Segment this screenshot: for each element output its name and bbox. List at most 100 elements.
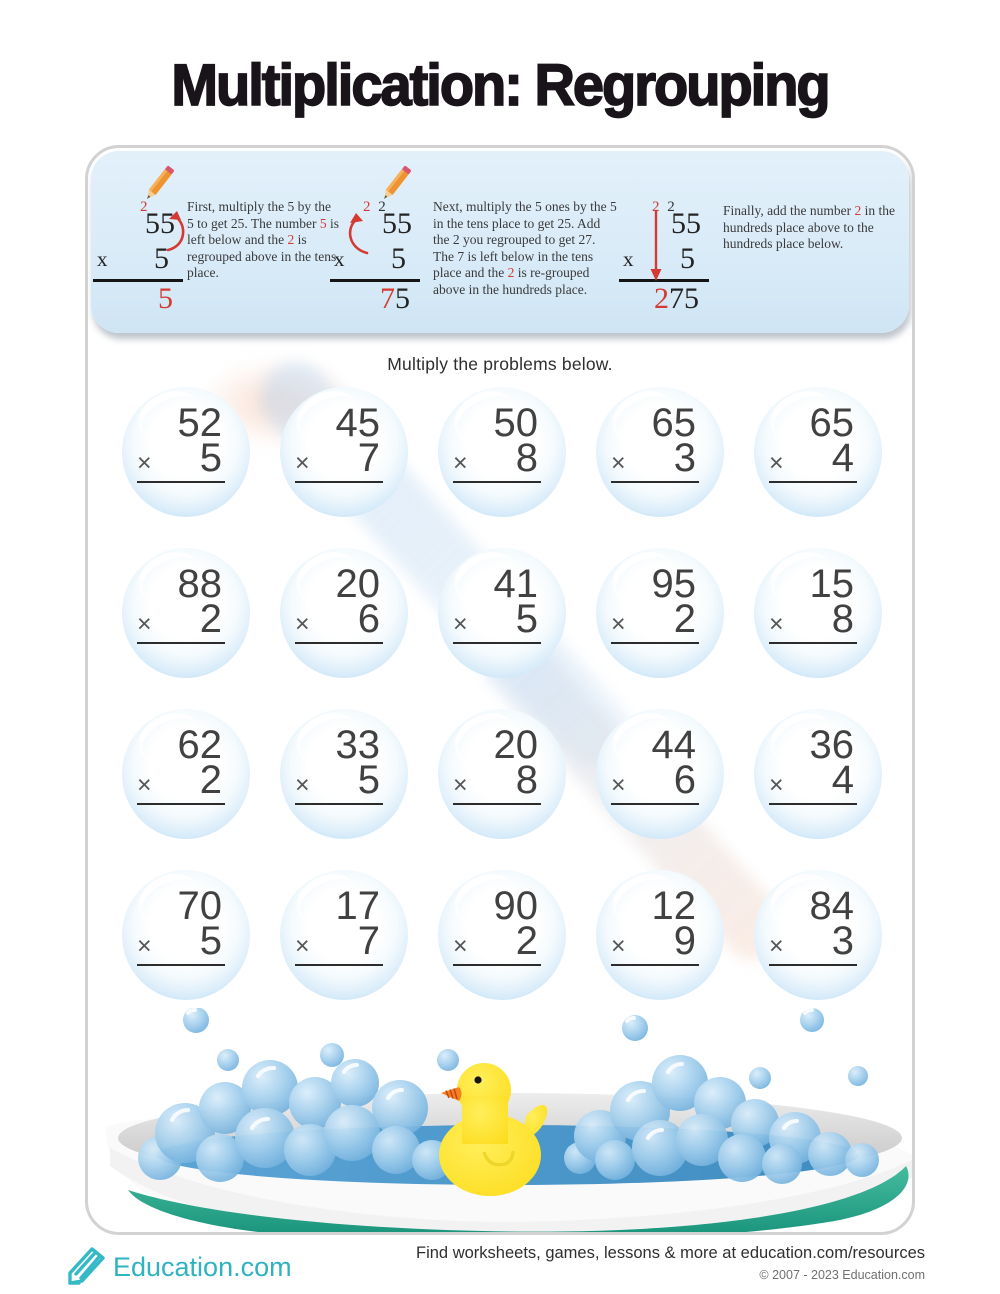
footer-tagline: Find worksheets, games, lessons & more a…: [416, 1244, 925, 1262]
equals-line: [619, 279, 709, 282]
multiplication-problem: 62 × 2: [137, 725, 225, 805]
multiply-sign: ×: [769, 449, 784, 477]
carry-digits: 2 2: [652, 199, 677, 215]
answer-line: [453, 642, 541, 644]
multiplier: 7: [357, 919, 380, 963]
multiply-sign: ×: [611, 932, 626, 960]
answer-line: [137, 481, 225, 483]
foam-highlights: [170, 1008, 814, 1140]
multiplier: 9: [673, 919, 696, 963]
multiplicand: 55: [145, 207, 175, 240]
footer-copyright: © 2007 - 2023 Education.com: [759, 1268, 925, 1282]
problem-bubble: 12 × 9: [596, 864, 724, 1000]
multiplier: 2: [199, 597, 222, 641]
partial-product: 75: [380, 282, 410, 315]
tub-front: [110, 1148, 912, 1232]
multiply-sign: ×: [453, 932, 468, 960]
multiplier: 4: [831, 436, 854, 480]
problem-bubble: 70 × 5: [122, 864, 250, 1000]
multiplicand: 55: [382, 207, 412, 240]
multiplication-problem: 33 × 5: [295, 725, 383, 805]
multiplication-problem: 36 × 4: [769, 725, 857, 805]
multiplication-problem: 45 × 7: [295, 403, 383, 483]
answer-line: [295, 964, 383, 966]
multiplier: 8: [515, 436, 538, 480]
problem-bubble: 20 × 6: [280, 542, 408, 678]
answer-line: [769, 481, 857, 483]
example-1-text: First, multiply the 5 by the 5 to get 25…: [187, 199, 339, 281]
multiplication-problem: 12 × 9: [611, 884, 699, 966]
multiplicand: 88: [177, 562, 223, 606]
multiplicand: 20: [335, 562, 381, 606]
multiplier: 3: [673, 436, 696, 480]
times-sign: x: [97, 247, 108, 271]
multiplication-problem: 52 × 5: [137, 403, 225, 483]
multiplication-problem: 44 × 6: [611, 725, 699, 805]
problems-grid: 52 × 5 45 × 7 50 × 8: [122, 381, 912, 1000]
multiplier: 5: [199, 436, 222, 480]
multiply-sign: ×: [137, 771, 152, 799]
multiplier: 5: [357, 758, 380, 802]
multiplicand: 70: [177, 884, 223, 928]
multiply-sign: ×: [295, 449, 310, 477]
final-product: 275: [654, 282, 699, 315]
carry-arrow-icon: [348, 213, 369, 255]
carry-arrow-icon: [166, 211, 185, 252]
duck-eye: [474, 1076, 482, 1084]
multiplicand: 55: [671, 207, 701, 240]
multiplication-problem: 65 × 4: [769, 401, 857, 483]
answer-line: [137, 642, 225, 644]
multiply-sign: ×: [453, 771, 468, 799]
multiplier: 2: [673, 597, 696, 641]
answer-line: [453, 481, 541, 483]
multiplication-problem: 70 × 5: [137, 884, 225, 966]
problem-bubble: 62 × 2: [122, 703, 250, 839]
multiplicand: 84: [809, 884, 855, 928]
multiplier: 8: [831, 597, 854, 641]
answer-line: [611, 481, 699, 483]
multiplier: 7: [357, 436, 380, 480]
answer-line: [137, 803, 225, 805]
multiplicand: 90: [493, 884, 539, 928]
multiplication-problem: 15 × 8: [769, 564, 857, 644]
example-3-math: 2 2 55 x 5 275: [619, 157, 715, 325]
multiplication-problem: 84 × 3: [769, 884, 857, 966]
problem-bubble: 36 × 4: [754, 703, 882, 839]
multiplicand: 12: [651, 884, 697, 928]
multiplicand: 65: [651, 401, 697, 445]
problem-bubble: 15 × 8: [754, 542, 882, 678]
answer-line: [453, 964, 541, 966]
problem-bubble: 90 × 2: [438, 864, 566, 1000]
carry-digits: 2 2: [363, 199, 388, 215]
multiply-sign: ×: [611, 449, 626, 477]
carry-digits: 2: [140, 199, 150, 215]
equals-line: [330, 279, 420, 282]
multiplier: 6: [357, 597, 380, 641]
multiplication-problem: 17 × 7: [295, 884, 383, 966]
instruction-box: 2 55 x 5 5 First, multiply the 5 by the …: [91, 151, 909, 333]
multiply-sign: ×: [611, 610, 626, 638]
answer-line: [611, 642, 699, 644]
answer-line: [769, 642, 857, 644]
times-sign: x: [623, 247, 634, 271]
multiply-sign: ×: [769, 771, 784, 799]
multiplication-problem: 20 × 6: [295, 562, 383, 644]
multiplication-problem: 20 × 8: [453, 723, 541, 805]
example-1-math: 2 55 x 5 5: [93, 157, 189, 325]
duck-wing: [482, 1150, 515, 1167]
problem-bubble: 65 × 3: [596, 381, 724, 517]
multiplicand: 65: [809, 401, 855, 445]
multiply-sign: ×: [295, 610, 310, 638]
pencil-icon: [146, 165, 175, 199]
multiply-sign: ×: [453, 610, 468, 638]
multiplicand: 20: [493, 723, 539, 767]
footer: Education.com Find worksheets, games, le…: [0, 1238, 1000, 1294]
multiplication-problem: 65 × 3: [611, 401, 699, 483]
equals-line: [93, 279, 183, 282]
problem-bubble: 33 × 5: [280, 703, 408, 839]
problem-bubble: 17 × 7: [280, 864, 408, 1000]
multiplicand: 17: [335, 884, 381, 928]
answer-line: [611, 803, 699, 805]
multiplication-problem: 90 × 2: [453, 884, 541, 966]
